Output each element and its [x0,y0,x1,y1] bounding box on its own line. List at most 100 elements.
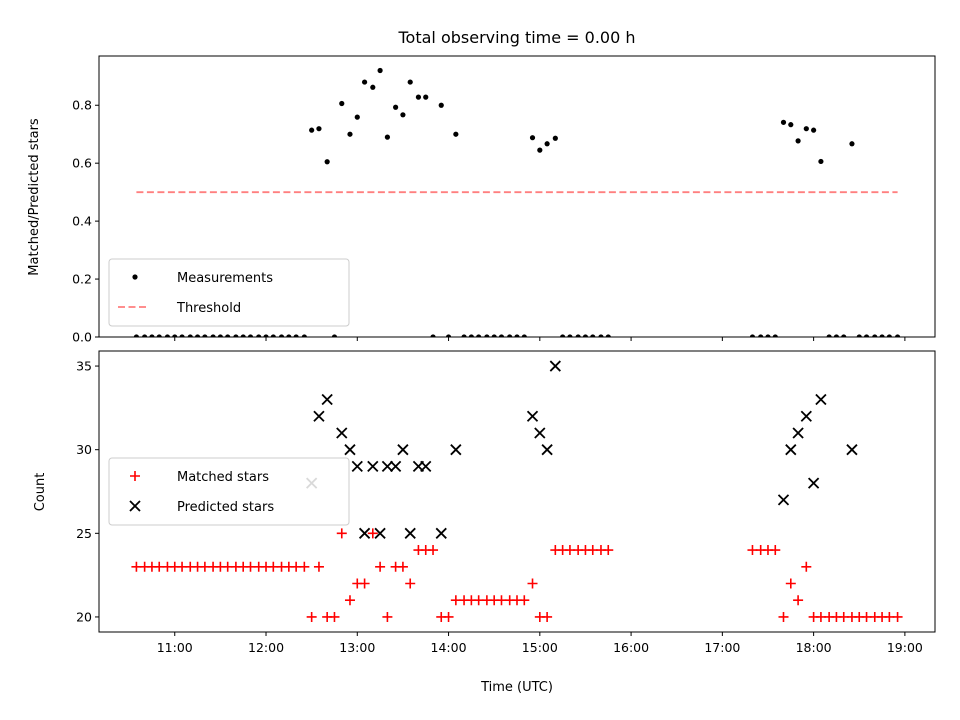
predicted-star-point [800,410,812,422]
predicted-star-point [367,460,379,473]
measurement-point [537,147,543,153]
x-tick-label: 13:00 [339,640,375,655]
predicted-star-point [549,360,561,372]
measurement-point [400,112,406,118]
predicted-star-point [358,527,371,539]
x-tick-label: 14:00 [431,640,467,655]
predicted-star-point [313,410,325,422]
matched-star-point [527,578,538,589]
predicted-star-point [344,444,356,456]
matched-star-point [299,561,310,572]
measurement-point [377,67,383,74]
measurement-point [605,334,611,337]
measurement-point [841,334,847,337]
legend-box [108,258,350,327]
matched-star-point [519,595,530,606]
matched-star-point [892,611,903,622]
measurement-point [263,334,269,337]
y-tick-label: 20 [76,609,92,624]
predicted-star-point [397,444,409,456]
measurement-point [560,334,566,337]
measurement-point [407,79,413,85]
measurement-point [811,127,817,133]
measurement-point [598,334,604,337]
y-tick-label: 25 [76,526,92,541]
predicted-star-point [534,427,546,439]
measurement-point [758,334,764,337]
matched-star-point [344,595,355,606]
measurement-point [438,102,444,108]
top-y-axis-label: Matched/Predicted stars [27,118,42,276]
matched-star-point [443,611,454,622]
predicted-star-point [815,393,827,406]
bottom-axes: 20 25 30 35 11:00 12:00 13:00 14:00 15:00 16:00 17… [76,350,936,655]
predicted-star-point [777,494,790,506]
top-plot-marks [133,67,901,337]
measurement-point [590,334,596,337]
measurement-point [286,334,292,337]
legend-predicted-swatch [129,500,141,512]
measurement-point [331,334,338,337]
measurement-point [863,334,870,337]
measurement-point [347,131,353,137]
measurement-point [301,334,307,337]
predicted-star-point [420,460,432,473]
predicted-star-point [435,527,447,539]
top-plot-panel: Total observing time = 0.00 h Matched/Pr… [27,28,936,345]
measurement-point [803,126,809,132]
predicted-star-point [846,444,858,456]
measurement-point [384,134,391,140]
predicted-star-point [807,477,820,489]
measurement-point [293,334,299,337]
matched-star-point [359,578,370,589]
matched-star-point [793,595,804,606]
predicted-star-point [526,410,539,422]
x-tick-label: 16:00 [613,640,649,655]
predicted-star-point [450,444,462,456]
measurement-point [256,334,262,337]
measurement-point [324,159,330,165]
matched-star-point [375,561,386,572]
measurement-point [453,131,459,137]
measurement-point [476,334,482,337]
measurement-point [361,79,368,85]
measurement-point [849,141,855,147]
predicted-star-point [792,427,804,439]
measurement-point [872,334,878,337]
bottom-plot-marks [131,360,903,622]
measurement-point [164,334,171,337]
matched-star-point [428,545,439,556]
measurement-point [233,334,239,337]
top-axes: 0.0 0.2 0.4 0.6 0.8 [72,55,936,345]
measurement-point [415,94,422,100]
measurement-point [393,104,399,110]
measurement-point [879,334,885,337]
measurement-point [240,334,246,337]
measurement-point [247,334,254,337]
bottom-y-axis-label: Count [33,473,48,512]
y-tick-label: 0.8 [72,98,92,113]
plot-frame [98,55,936,338]
measurement-point [818,158,824,165]
measurement-point [498,334,505,337]
x-tick-label: 11:00 [157,640,193,655]
x-tick-label: 17:00 [704,640,740,655]
predicted-star-point [374,527,386,539]
measurement-point [202,334,208,337]
matched-star-point [542,611,553,622]
plot-area [133,67,901,337]
y-tick-label: 35 [76,359,92,374]
measurement-point [772,334,778,337]
measurement-point [316,126,322,132]
measurement-point [484,334,490,337]
predicted-star-point [389,460,402,473]
measurement-point [529,135,536,141]
measurement-point [461,334,467,337]
legend-label: Threshold [176,301,241,316]
matched-star-point [770,545,781,556]
measurement-point [133,334,140,337]
measurement-point [339,100,345,107]
predicted-star-point [351,460,363,473]
top-legend: Measurements Threshold [108,258,350,327]
